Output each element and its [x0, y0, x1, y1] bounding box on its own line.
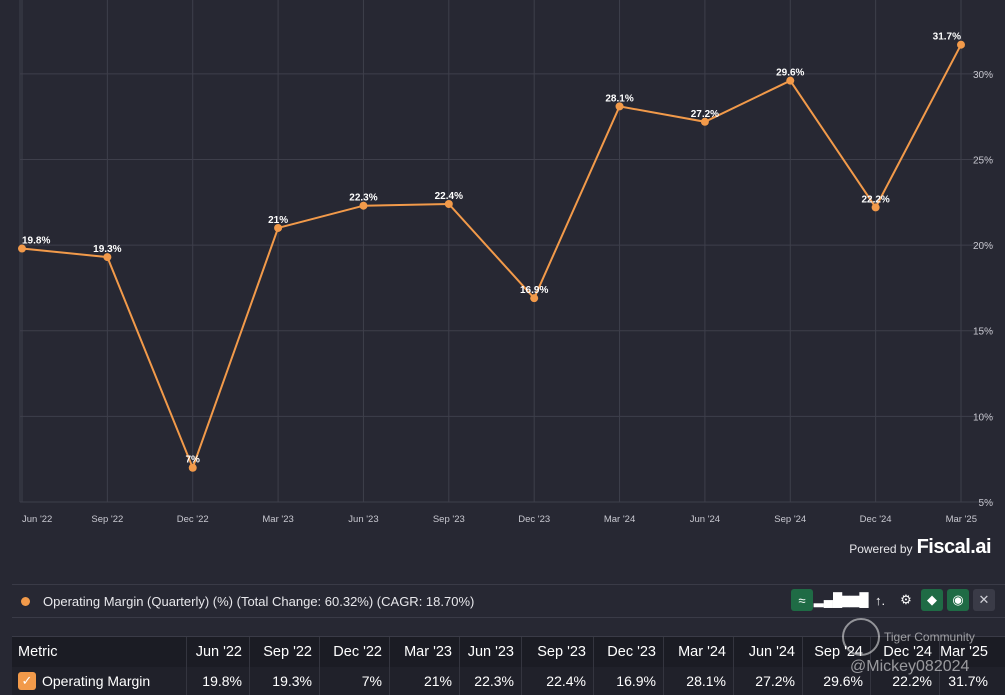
value-cell: 22.2% — [870, 667, 939, 695]
period-header[interactable]: Jun '23 — [459, 637, 521, 667]
value-cell: 22.3% — [459, 667, 521, 695]
data-label: 28.1% — [605, 93, 633, 104]
value-cell: 16.9% — [593, 667, 663, 695]
x-tick-label: Mar '24 — [604, 514, 635, 525]
grouped-bar-icon[interactable]: ▆▆█ — [839, 592, 869, 607]
powered-by[interactable]: Powered by Fiscal.ai — [849, 536, 991, 559]
y-tick-label: 20% — [973, 241, 993, 252]
period-header[interactable]: Mar '25 — [939, 637, 995, 667]
data-point — [103, 253, 112, 262]
data-point — [957, 40, 965, 49]
x-tick-label: Sep '23 — [433, 514, 465, 525]
gear-icon[interactable]: ⚙ — [900, 592, 912, 607]
period-header[interactable]: Sep '22 — [249, 637, 319, 667]
data-label: 16.9% — [520, 285, 548, 296]
data-point — [871, 203, 880, 212]
period-header[interactable]: Jun '24 — [733, 637, 802, 667]
eye-icon[interactable]: ◉ — [947, 589, 969, 611]
period-header[interactable]: Dec '22 — [319, 637, 389, 667]
value-cell: 19.8% — [186, 667, 249, 695]
value-cell: 22.4% — [521, 667, 593, 695]
metric-name: Operating Margin — [42, 673, 151, 689]
data-point — [359, 201, 368, 210]
tiger-logo-icon — [842, 618, 880, 656]
x-tick-label: Sep '24 — [774, 514, 806, 525]
data-label: 21% — [268, 215, 288, 226]
value-cell: 29.6% — [802, 667, 870, 695]
data-point — [530, 294, 539, 303]
powered-by-prefix: Powered by — [849, 542, 913, 556]
data-label: 22.3% — [349, 193, 377, 204]
row-values: 19.8% 19.3% 7% 21% 22.3% 22.4% 16.9% 28.1% 27.2%… — [186, 667, 995, 695]
period-header[interactable]: Dec '23 — [593, 637, 663, 667]
checkbox-icon[interactable]: ✓ — [18, 672, 36, 690]
period-header[interactable]: Sep '23 — [521, 637, 593, 667]
period-header[interactable]: Jun '22 — [186, 637, 249, 667]
table-header-row: Metric Jun '22 Sep '22 Dec '22 Mar '23 Jun '2… — [12, 636, 1005, 667]
data-point — [786, 76, 795, 85]
data-point — [188, 463, 197, 472]
data-point — [615, 102, 624, 111]
chart-toolbar: ≈ ▂▄█ ▆▆█ ↑. ⚙ ◆ ◉ ✕ — [791, 589, 995, 611]
data-label: 19.8% — [22, 236, 50, 247]
legend-text[interactable]: Operating Margin (Quarterly) (%) (Total … — [43, 593, 475, 609]
data-label: 22.2% — [861, 194, 889, 205]
value-cell: 31.7% — [939, 667, 995, 695]
y-tick-label: 25% — [973, 155, 993, 166]
metric-header[interactable]: Metric — [18, 644, 58, 660]
watermark: Tiger Community @Mickey082024 — [842, 618, 1002, 678]
y-tick-label: 5% — [979, 498, 994, 509]
x-tick-label: Dec '23 — [518, 514, 550, 525]
legend-marker — [21, 596, 30, 606]
data-point — [18, 244, 26, 253]
data-point — [700, 117, 709, 126]
x-tick-label: Jun '24 — [690, 514, 720, 525]
y-tick-label: 10% — [973, 412, 993, 423]
y-tick-label: 15% — [973, 327, 993, 338]
value-cell: 19.3% — [249, 667, 319, 695]
x-tick-label: Dec '22 — [177, 514, 209, 525]
table-row: ✓ Operating Margin 19.8% 19.3% 7% 21% 22.3% 2… — [12, 667, 1005, 695]
watermark-top: Tiger Community — [884, 630, 975, 644]
sort-icon[interactable]: ↑. — [874, 592, 886, 608]
x-tick-label: Dec '24 — [860, 514, 892, 525]
bar-chart-icon[interactable]: ▂▄█ — [813, 592, 843, 607]
period-header[interactable]: Mar '23 — [389, 637, 459, 667]
watermark-bottom: @Mickey082024 — [850, 658, 970, 675]
metric-cell: ✓ Operating Margin — [12, 667, 186, 695]
x-tick-label: Jun '23 — [348, 514, 378, 525]
line-chart-icon[interactable]: ≈ — [791, 589, 813, 611]
x-tick-label: Sep '22 — [91, 514, 123, 525]
x-tick-label: Jun '22 — [22, 514, 52, 525]
data-label: 27.2% — [691, 109, 719, 120]
line-chart: 5% 10% 15% 20% 25% 30% Jun '22 Sep '22 Dec '22 Ma… — [18, 0, 994, 525]
close-icon[interactable]: ✕ — [973, 589, 995, 611]
legend-bar: Operating Margin (Quarterly) (%) (Total … — [12, 584, 1005, 618]
data-table: Metric Jun '22 Sep '22 Dec '22 Mar '23 Jun '2… — [12, 636, 1005, 695]
x-tick-label: Mar '23 — [262, 514, 293, 525]
series-line — [21, 44, 962, 471]
data-label: 19.3% — [93, 244, 121, 255]
data-label: 29.6% — [776, 68, 804, 79]
period-header[interactable]: Mar '24 — [663, 637, 733, 667]
data-point — [274, 223, 283, 232]
data-label: 22.4% — [435, 191, 463, 202]
value-cell: 27.2% — [733, 667, 802, 695]
value-cell: 28.1% — [663, 667, 733, 695]
data-label: 31.7% — [933, 32, 961, 43]
value-cell: 7% — [319, 667, 389, 695]
x-tick-label: Mar '25 — [946, 514, 977, 525]
data-point — [444, 199, 453, 208]
y-tick-label: 30% — [973, 70, 993, 81]
fiscal-ai-logo: Fiscal.ai — [916, 536, 992, 558]
value-cell: 21% — [389, 667, 459, 695]
data-label: 7% — [186, 455, 201, 466]
tag-icon[interactable]: ◆ — [921, 589, 943, 611]
